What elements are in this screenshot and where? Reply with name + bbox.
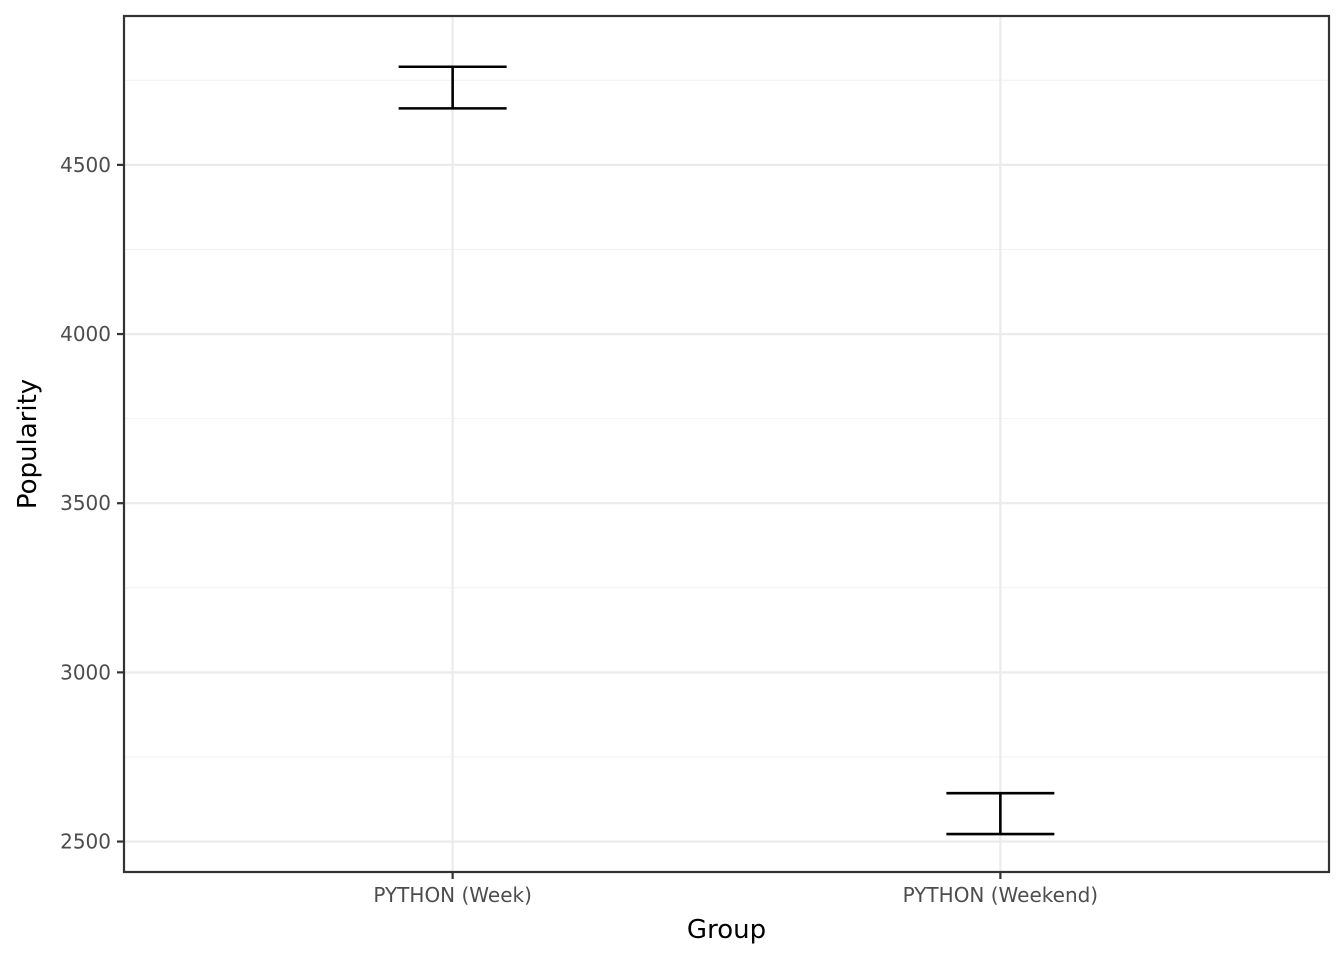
y-tick-label: 4500 [60,153,111,177]
y-tick-label: 3000 [60,660,111,684]
axes: 2500 3000 3500 4000 4500 PYTHON (Week) PYTHON … [60,153,1098,907]
y-axis-title: Popularity [13,379,43,509]
y-tick-label: 3500 [60,491,111,515]
y-tick-label: 4000 [60,322,111,346]
x-tick-label: PYTHON (Weekend) [903,883,1099,907]
y-tick-label: 2500 [60,830,111,854]
x-tick-label: PYTHON (Week) [373,883,532,907]
plot-area [398,65,1055,836]
x-axis-title: Group [687,915,766,945]
panel-border [122,14,1331,874]
errorbar [398,65,507,110]
grid [124,16,1329,872]
errorbar [946,791,1055,836]
